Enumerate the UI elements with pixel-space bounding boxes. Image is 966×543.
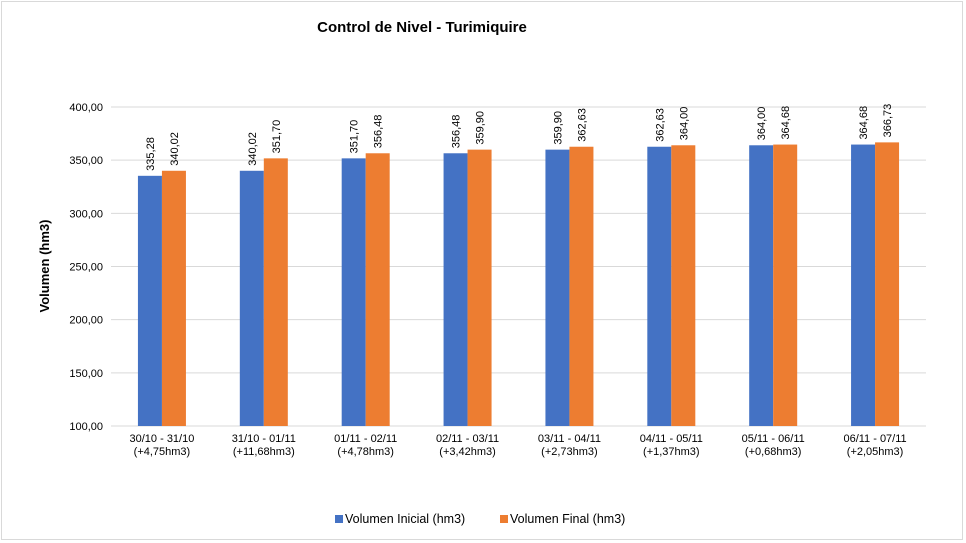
bar bbox=[365, 153, 390, 427]
legend-swatch bbox=[500, 515, 508, 523]
data-label: 359,90 bbox=[475, 111, 487, 145]
data-label: 356,48 bbox=[373, 115, 385, 149]
data-label: 359,90 bbox=[552, 111, 564, 145]
x-tick-label: 30/10 - 31/10 bbox=[130, 433, 195, 445]
data-label: 356,48 bbox=[451, 115, 463, 149]
data-label: 362,63 bbox=[576, 108, 588, 142]
bar bbox=[875, 142, 900, 426]
bar bbox=[161, 170, 186, 426]
bar bbox=[671, 145, 696, 426]
data-label: 366,73 bbox=[882, 104, 894, 138]
bar bbox=[851, 144, 876, 426]
x-tick-label: 31/10 - 01/11 bbox=[232, 433, 296, 445]
x-tick-sublabel: (+3,42hm3) bbox=[439, 446, 496, 458]
x-tick-sublabel: (+4,75hm3) bbox=[134, 446, 191, 458]
y-tick-label: 150,00 bbox=[69, 368, 103, 380]
x-tick-label: 06/11 - 07/11 bbox=[843, 433, 906, 445]
x-tick-sublabel: (+2,73hm3) bbox=[541, 446, 598, 458]
data-label: 364,68 bbox=[780, 106, 792, 140]
bar bbox=[647, 146, 672, 427]
x-tick-label: 04/11 - 05/11 bbox=[640, 433, 703, 445]
legend-swatch bbox=[335, 515, 343, 523]
bar bbox=[443, 153, 468, 427]
data-label: 351,70 bbox=[349, 120, 361, 154]
y-tick-label: 400,00 bbox=[69, 102, 103, 114]
bar bbox=[773, 144, 798, 426]
legend-label: Volumen Final (hm3) bbox=[510, 512, 625, 526]
data-label: 340,02 bbox=[169, 132, 181, 166]
x-tick-sublabel: (+0,68hm3) bbox=[745, 446, 802, 458]
bar bbox=[749, 145, 774, 426]
x-tick-label: 05/11 - 06/11 bbox=[742, 433, 805, 445]
bar bbox=[341, 158, 366, 426]
y-tick-label: 350,00 bbox=[69, 155, 103, 167]
x-tick-label: 03/11 - 04/11 bbox=[538, 433, 601, 445]
bar bbox=[467, 149, 492, 427]
data-label: 364,00 bbox=[756, 107, 768, 141]
x-tick-sublabel: (+1,37hm3) bbox=[643, 446, 700, 458]
x-tick-sublabel: (+2,05hm3) bbox=[847, 446, 904, 458]
data-label: 362,63 bbox=[654, 108, 666, 142]
x-tick-label: 02/11 - 03/11 bbox=[436, 433, 499, 445]
y-tick-label: 300,00 bbox=[69, 208, 103, 220]
bar bbox=[569, 146, 594, 427]
data-label: 335,28 bbox=[145, 137, 157, 171]
data-label: 351,70 bbox=[271, 120, 283, 154]
legend-label: Volumen Inicial (hm3) bbox=[345, 512, 465, 526]
x-tick-sublabel: (+4,78hm3) bbox=[337, 446, 394, 458]
x-tick-label: 01/11 - 02/11 bbox=[334, 433, 397, 445]
chart-title: Control de Nivel - Turimiquire bbox=[317, 19, 527, 36]
data-label: 340,02 bbox=[247, 132, 259, 166]
bar bbox=[239, 170, 264, 426]
y-tick-label: 250,00 bbox=[69, 262, 103, 274]
x-tick-sublabel: (+11,68hm3) bbox=[233, 446, 295, 458]
data-label: 364,68 bbox=[858, 106, 870, 140]
bar bbox=[545, 149, 570, 427]
data-label: 364,00 bbox=[678, 107, 690, 141]
bar bbox=[263, 158, 288, 426]
y-tick-label: 100,00 bbox=[69, 421, 103, 433]
bar bbox=[137, 175, 162, 426]
y-axis-label: Volumen (hm3) bbox=[37, 220, 52, 313]
y-tick-label: 200,00 bbox=[69, 315, 103, 327]
